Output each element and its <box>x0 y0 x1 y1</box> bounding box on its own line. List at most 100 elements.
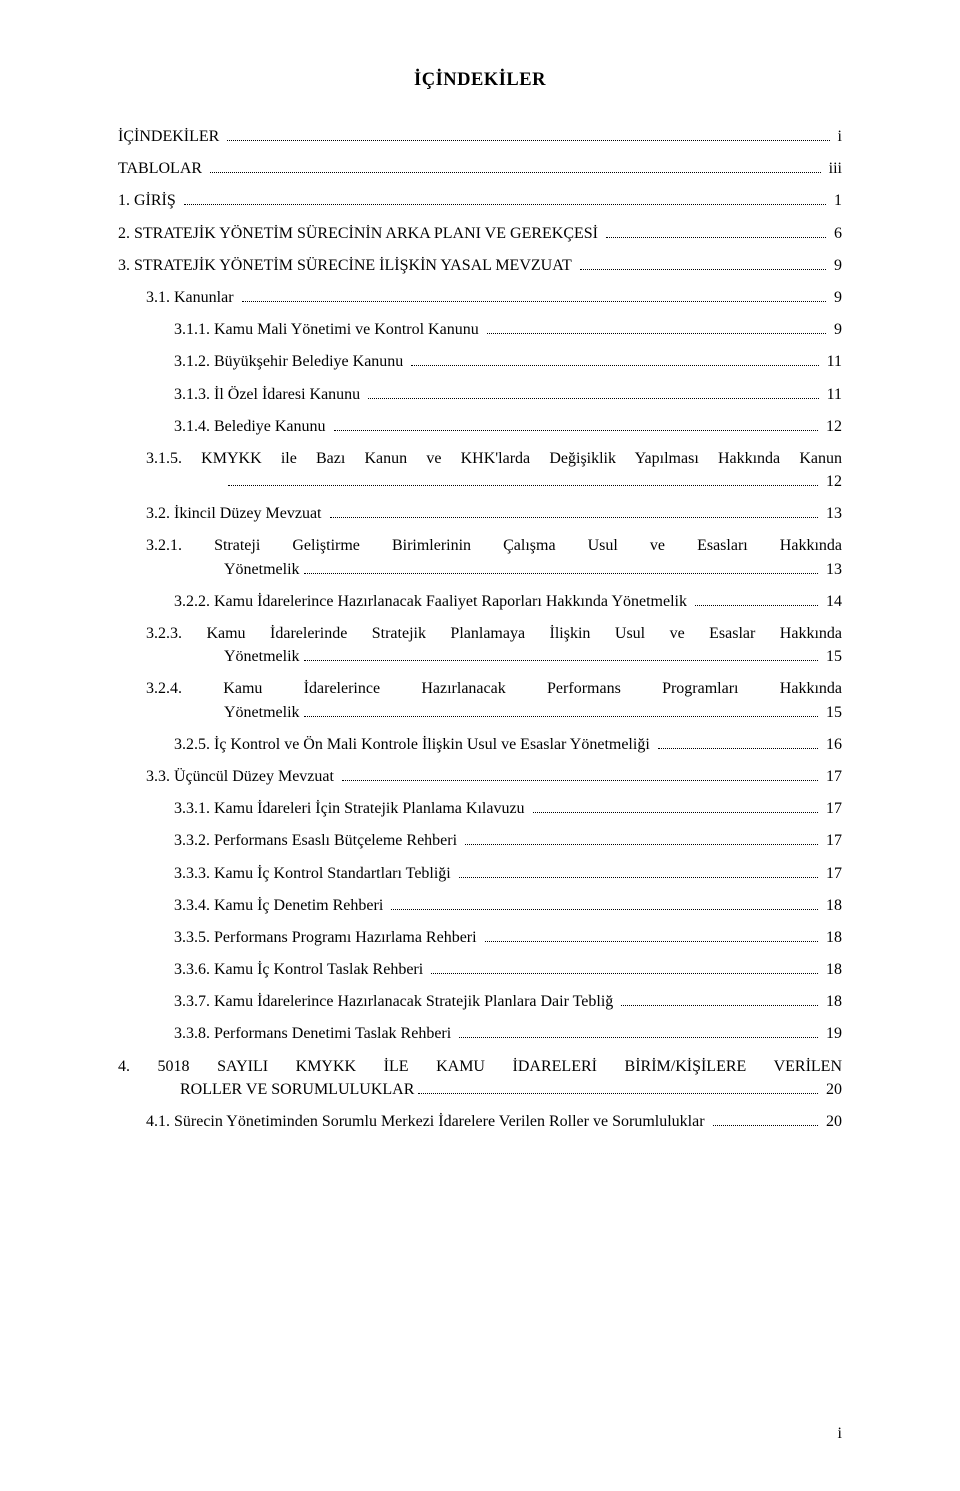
toc-entry-label: 3.3.1. Kamu İdareleri İçin Stratejik Pla… <box>174 797 529 820</box>
toc-entry-label: 3.3. Üçüncül Düzey Mevzuat <box>146 765 338 788</box>
toc-entry-page: 18 <box>822 958 842 981</box>
toc-entry-page: 12 <box>822 415 842 438</box>
toc-entry-page: 6 <box>830 222 842 245</box>
toc-entry: 1. GİRİŞ 1 <box>118 189 842 212</box>
toc-entry-page: 15 <box>822 645 842 668</box>
toc-leader <box>606 223 826 238</box>
toc-entry: 3.1.3. İl Özel İdaresi Kanunu 11 <box>118 383 842 406</box>
toc-entry: 3.1.2. Büyükşehir Belediye Kanunu 11 <box>118 350 842 373</box>
toc-leader <box>658 734 818 749</box>
toc-entry: 3.3.5. Performans Programı Hazırlama Reh… <box>118 926 842 949</box>
toc-entry: 3.1.1. Kamu Mali Yönetimi ve Kontrol Kan… <box>118 318 842 341</box>
toc-leader <box>465 831 818 846</box>
toc-leader <box>330 504 819 519</box>
toc-entry: 3.3.6. Kamu İç Kontrol Taslak Rehberi 18 <box>118 958 842 981</box>
toc-entry-page: 16 <box>822 733 842 756</box>
toc-leader <box>304 647 818 662</box>
toc-entry-label: 4.1. Sürecin Yönetiminden Sorumlu Merkez… <box>146 1110 709 1133</box>
toc-entry: 3. STRATEJİK YÖNETİM SÜRECİNE İLİŞKİN YA… <box>118 254 842 277</box>
toc-entry: 3.2.5. İç Kontrol ve Ön Mali Kontrole İl… <box>118 733 842 756</box>
page: İÇİNDEKİLER İÇİNDEKİLER i TABLOLARiii 1. Gİ… <box>0 0 960 1491</box>
toc-entry: 3.2.3. Kamu İdarelerinde Stratejik Planl… <box>118 622 842 668</box>
toc-entry-last-line: Yönetmelik 15 <box>118 645 842 668</box>
toc-entry-label: 3.3.6. Kamu İç Kontrol Taslak Rehberi <box>174 958 427 981</box>
toc-entry: 4. 5018 SAYILI KMYKK İLE KAMU İDARELERİ … <box>118 1055 842 1101</box>
toc-entry: 3.1.4. Belediye Kanunu 12 <box>118 415 842 438</box>
toc-entry: 4.1. Sürecin Yönetiminden Sorumlu Merkez… <box>118 1110 842 1133</box>
toc-leader <box>487 320 826 335</box>
toc-entry-label: 3.3.5. Performans Programı Hazırlama Reh… <box>174 926 481 949</box>
toc-entry-page: 11 <box>823 350 842 373</box>
page-number: i <box>838 1425 842 1443</box>
toc-leader <box>304 702 818 717</box>
toc-entry-page: 11 <box>823 383 842 406</box>
toc-entry: 3.1. Kanunlar 9 <box>118 286 842 309</box>
toc-entry-label: 3.3.4. Kamu İç Denetim Rehberi <box>174 894 387 917</box>
toc-entry-last-line: ROLLER VE SORUMLULUKLAR20 <box>118 1078 842 1101</box>
toc-entry: 3.2.1. Strateji Geliştirme Birimlerinin … <box>118 534 842 580</box>
toc-entry-label: 3.1.4. Belediye Kanunu <box>174 415 330 438</box>
toc-leader <box>411 352 818 367</box>
toc-leader <box>184 191 826 206</box>
toc-entry-label: 3.3.7. Kamu İdarelerince Hazırlanacak St… <box>174 990 617 1013</box>
toc-entry: 3.2. İkincil Düzey Mevzuat13 <box>118 502 842 525</box>
toc-entry-page: 17 <box>822 829 842 852</box>
toc-entry: 3.3.1. Kamu İdareleri İçin Stratejik Pla… <box>118 797 842 820</box>
toc-leader <box>227 126 829 141</box>
toc-entry-label: 3.3.2. Performans Esaslı Bütçeleme Rehbe… <box>174 829 461 852</box>
toc-entry-label: TABLOLAR <box>118 157 206 180</box>
toc-entry-label-line1: 3.2.3. Kamu İdarelerinde Stratejik Planl… <box>118 622 842 645</box>
toc-entry-label: 3.1. Kanunlar <box>146 286 238 309</box>
toc-entry-label: 3.1.2. Büyükşehir Belediye Kanunu <box>174 350 407 373</box>
toc-entry: 3.3.4. Kamu İç Denetim Rehberi18 <box>118 894 842 917</box>
toc-entry-label-line2: ROLLER VE SORUMLULUKLAR <box>180 1078 414 1101</box>
toc-entry-page: 9 <box>830 318 842 341</box>
toc-entry-page: 20 <box>822 1110 842 1133</box>
toc-entry-label-line2: Yönetmelik <box>224 645 300 668</box>
toc-leader <box>485 927 818 942</box>
table-of-contents: İÇİNDEKİLER i TABLOLARiii 1. GİRİŞ 1 2. STRAT… <box>118 125 842 1133</box>
toc-leader <box>418 1079 818 1094</box>
toc-entry-label: 1. GİRİŞ <box>118 189 180 212</box>
toc-entry-label: 3.1.3. İl Özel İdaresi Kanunu <box>174 383 364 406</box>
toc-leader <box>621 992 818 1007</box>
toc-entry-label: 2. STRATEJİK YÖNETİM SÜRECİNİN ARKA PLAN… <box>118 222 602 245</box>
toc-entry-label: 3.2.5. İç Kontrol ve Ön Mali Kontrole İl… <box>174 733 654 756</box>
toc-entry: TABLOLARiii <box>118 157 842 180</box>
toc-entry: 3.2.2. Kamu İdarelerince Hazırlanacak Fa… <box>118 590 842 613</box>
toc-leader <box>431 959 818 974</box>
toc-leader <box>391 895 818 910</box>
toc-entry-label-line1: 3.2.1. Strateji Geliştirme Birimlerinin … <box>118 534 842 557</box>
toc-leader <box>695 591 818 606</box>
toc-entry-label: 3. STRATEJİK YÖNETİM SÜRECİNE İLİŞKİN YA… <box>118 254 576 277</box>
toc-entry-page: 1 <box>830 189 842 212</box>
toc-entry-label: 3.1.1. Kamu Mali Yönetimi ve Kontrol Kan… <box>174 318 483 341</box>
toc-entry-page: i <box>834 125 842 148</box>
toc-entry-page: 12 <box>822 470 842 493</box>
toc-entry-page: 19 <box>822 1022 842 1045</box>
toc-entry-label-line2: Yönetmelik <box>224 558 300 581</box>
toc-entry: 3.3. Üçüncül Düzey Mevzuat 17 <box>118 765 842 788</box>
toc-entry-page: 9 <box>830 254 842 277</box>
toc-leader <box>242 287 826 302</box>
toc-entry-page: 17 <box>822 797 842 820</box>
toc-leader <box>368 384 818 399</box>
toc-entry-label-line1: 3.1.5. KMYKK ile Bazı Kanun ve KHK'larda… <box>118 447 842 470</box>
toc-leader <box>342 766 818 781</box>
toc-leader <box>304 559 818 574</box>
toc-leader <box>210 159 821 174</box>
toc-entry-last-line: 12 <box>118 470 842 493</box>
toc-entry-page: 17 <box>822 765 842 788</box>
toc-entry-page: 13 <box>822 502 842 525</box>
toc-entry-label: 3.2.2. Kamu İdarelerince Hazırlanacak Fa… <box>174 590 691 613</box>
toc-entry-last-line: Yönetmelik 15 <box>118 701 842 724</box>
toc-leader <box>533 799 818 814</box>
toc-entry-label-line2: Yönetmelik <box>224 701 300 724</box>
toc-entry-label-line1: 4. 5018 SAYILI KMYKK İLE KAMU İDARELERİ … <box>118 1055 842 1078</box>
toc-entry-page: 15 <box>822 701 842 724</box>
toc-entry-label: İÇİNDEKİLER <box>118 125 223 148</box>
toc-entry-last-line: Yönetmelik13 <box>118 558 842 581</box>
toc-entry-page: 18 <box>822 990 842 1013</box>
toc-entry: 3.1.5. KMYKK ile Bazı Kanun ve KHK'larda… <box>118 447 842 493</box>
toc-entry-page: 9 <box>830 286 842 309</box>
